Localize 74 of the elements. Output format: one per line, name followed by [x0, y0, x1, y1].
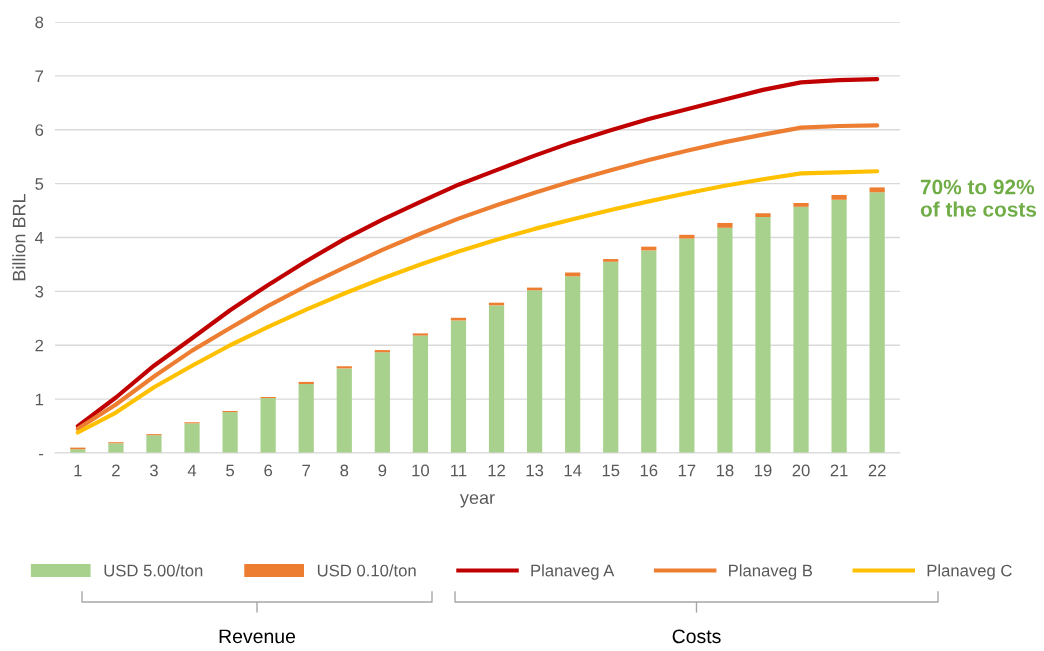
y-tick-label: 1 [35, 393, 44, 406]
x-tick-label: 3 [149, 464, 158, 477]
y-tick-label: 6 [35, 124, 44, 136]
x-tick-label: 5 [226, 464, 235, 477]
y-tick-label: - [39, 453, 44, 456]
x-tick-label: 18 [716, 464, 734, 477]
y-tick-label: 3 [35, 285, 44, 298]
bar [717, 227, 733, 453]
bar [526, 290, 543, 453]
bar [336, 368, 352, 453]
x-tick-label: 7 [302, 464, 311, 477]
x-tick-label: 15 [602, 464, 620, 477]
bar [412, 333, 429, 336]
bar [793, 206, 809, 453]
text: Costs [672, 629, 721, 644]
x-tick-label: 1 [74, 464, 82, 477]
bar [679, 234, 695, 239]
x-tick-label: 10 [412, 464, 430, 477]
bar [374, 352, 390, 453]
x-tick-label: 21 [830, 464, 848, 477]
bar [450, 320, 467, 453]
x-tick-label: 2 [112, 464, 120, 477]
bar [336, 366, 352, 369]
bar [793, 203, 809, 207]
bar [298, 384, 314, 453]
y-tick-label: 8 [35, 16, 44, 29]
y-tick-label: 4 [35, 232, 44, 244]
x-tick-label: 6 [264, 464, 273, 477]
x-tick-label: 14 [564, 464, 582, 477]
bar [831, 194, 847, 200]
bar [184, 423, 200, 453]
x-tick-label: 9 [378, 464, 387, 477]
bar [869, 187, 885, 193]
x-tick-label: 19 [754, 464, 772, 477]
bar [717, 222, 733, 228]
bar [222, 412, 238, 453]
bar [146, 435, 162, 453]
bar [298, 381, 314, 385]
x-tick-label: 16 [640, 464, 658, 477]
bar [755, 213, 771, 218]
bar [565, 276, 581, 453]
bar [603, 259, 619, 262]
legend-label: Planaveg C [927, 564, 1012, 580]
bar [831, 199, 847, 453]
x-tick-label: 20 [792, 464, 810, 477]
legend-label: Planaveg B [729, 564, 813, 580]
y-axis-title: Billion BRL [12, 193, 26, 281]
x-tick-label: 17 [678, 464, 696, 477]
x-tick-label: 12 [488, 464, 505, 477]
text: Revenue [219, 629, 296, 644]
bar [603, 261, 619, 453]
bar [755, 217, 771, 453]
bar [412, 335, 429, 453]
x-tick-label: 13 [526, 464, 544, 477]
legend-label: USD 5.00/ton [104, 564, 203, 577]
line-series [75, 169, 880, 435]
bar [869, 192, 885, 453]
x-tick-label: 4 [187, 464, 197, 477]
y-tick-label: 2 [35, 339, 44, 352]
text: 70% to 92% of the costs [920, 179, 1037, 217]
x-axis-title: year [459, 494, 495, 508]
bar [488, 305, 505, 453]
legend-label: USD 0.10/ton [317, 564, 416, 577]
y-tick-label: 5 [35, 178, 44, 190]
y-tick-label: 7 [35, 70, 44, 82]
bar [679, 238, 695, 453]
x-tick-label: 8 [340, 464, 349, 477]
x-tick-label: 22 [868, 464, 886, 477]
legend-label: Planaveg A [531, 564, 615, 580]
bar [108, 443, 124, 453]
bar [260, 398, 276, 453]
x-tick-label: 11 [451, 464, 467, 477]
bar [374, 350, 390, 353]
bar [641, 250, 657, 453]
